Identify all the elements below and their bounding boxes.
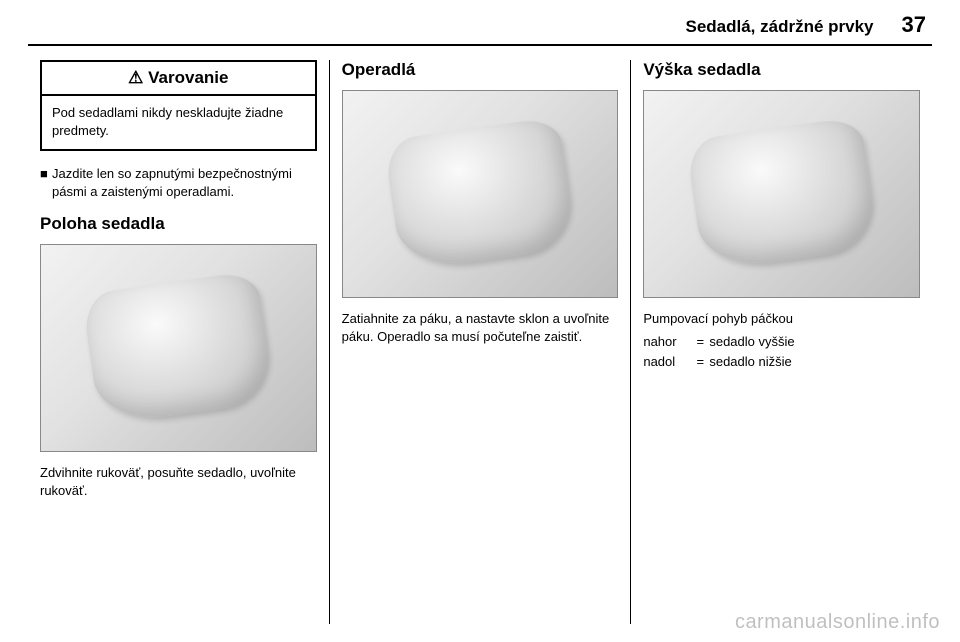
section-heading-position: Poloha sedadla — [40, 214, 317, 234]
caption-backrest: Zatiahnite za páku, a nastavte sklon a u… — [342, 310, 619, 346]
warning-icon: ⚠ — [128, 68, 143, 87]
column-2: Operadlá Zatiahnite za páku, a nastavte … — [329, 60, 631, 624]
caption-seat-height: Pumpovací pohyb páčkou — [643, 310, 920, 328]
warning-box: ⚠ Varovanie Pod sedadlami nikdy neskladu… — [40, 60, 317, 151]
column-1: ⚠ Varovanie Pod sedadlami nikdy neskladu… — [28, 60, 329, 624]
bullet-item: ■ Jazdite len so zapnutými bezpečnostným… — [40, 165, 317, 200]
manual-page: Sedadlá, zádržné prvky 37 ⚠ Varovanie Po… — [0, 0, 960, 642]
bullet-marker: ■ — [40, 165, 52, 200]
def-row-up: nahor = sedadlo vyššie — [643, 332, 920, 353]
caption-seat-position: Zdvihnite rukoväť, posuňte sedadlo, uvoľ… — [40, 464, 317, 500]
def-term: nahor — [643, 332, 691, 353]
warning-title: Varovanie — [148, 68, 228, 87]
def-eq: = — [691, 332, 709, 353]
figure-seat-position — [40, 244, 317, 452]
def-val: sedadlo nižšie — [709, 352, 920, 373]
section-heading-backrest: Operadlá — [342, 60, 619, 80]
figure-seat-height — [643, 90, 920, 298]
warning-heading: ⚠ Varovanie — [42, 62, 315, 96]
def-val: sedadlo vyššie — [709, 332, 920, 353]
warning-body: Pod sedadlami nikdy neskladujte žiadne p… — [42, 96, 315, 149]
def-eq: = — [691, 352, 709, 373]
page-header: Sedadlá, zádržné prvky 37 — [28, 10, 932, 38]
figure-backrest — [342, 90, 619, 298]
definitions: nahor = sedadlo vyššie nadol = sedadlo n… — [643, 332, 920, 374]
def-term: nadol — [643, 352, 691, 373]
page-number: 37 — [902, 12, 926, 38]
column-3: Výška sedadla Pumpovací pohyb páčkou nah… — [630, 60, 932, 624]
section-heading-height: Výška sedadla — [643, 60, 920, 80]
def-row-down: nadol = sedadlo nižšie — [643, 352, 920, 373]
header-title: Sedadlá, zádržné prvky — [685, 17, 873, 37]
bullet-text: Jazdite len so zapnutými bezpečnostnými … — [52, 165, 317, 200]
content-columns: ⚠ Varovanie Pod sedadlami nikdy neskladu… — [28, 46, 932, 624]
